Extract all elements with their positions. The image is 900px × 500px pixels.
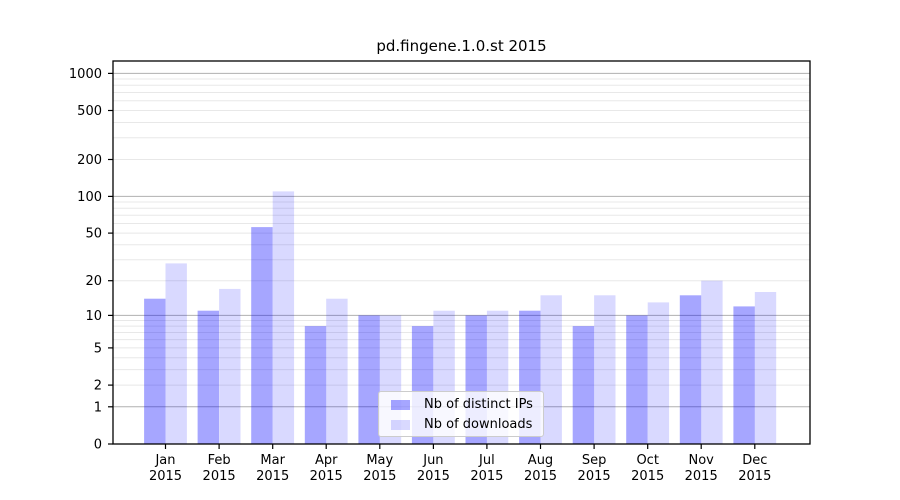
y-tick-label-1000: 1000 bbox=[69, 67, 102, 82]
bar-nb-of-distinct-ips-apr bbox=[304, 326, 327, 444]
axes-frame bbox=[112, 60, 811, 445]
bar-nb-of-distinct-ips-mar bbox=[251, 227, 273, 444]
y-tick-label-2: 2 bbox=[94, 379, 102, 394]
legend-item-downloads: Nb of downloads bbox=[391, 417, 537, 433]
x-tick-year-feb: 2015 bbox=[203, 469, 236, 484]
bar-nb-of-distinct-ips-oct bbox=[626, 315, 648, 444]
x-axis-ticks: Jan2015Feb2015Mar2015Apr2015May2015Jun20… bbox=[149, 444, 771, 484]
bar-nb-of-distinct-ips-jan bbox=[144, 298, 166, 444]
bar-nb-of-downloads-apr bbox=[326, 298, 348, 444]
x-tick-year-jan: 2015 bbox=[149, 469, 182, 484]
y-tick-label-500: 500 bbox=[77, 104, 102, 119]
bar-nb-of-downloads-feb bbox=[219, 288, 241, 444]
bar-nb-of-downloads-dec bbox=[754, 292, 777, 444]
legend-swatch-downloads bbox=[391, 420, 410, 430]
x-tick-label-oct: Oct bbox=[636, 453, 658, 468]
x-tick-year-dec: 2015 bbox=[738, 469, 771, 484]
y-tick-label-5: 5 bbox=[94, 341, 102, 356]
x-tick-year-jul: 2015 bbox=[470, 469, 503, 484]
x-tick-label-jul: Jul bbox=[478, 453, 495, 468]
bar-nb-of-downloads-sep bbox=[594, 295, 616, 444]
x-tick-year-may: 2015 bbox=[363, 469, 396, 484]
legend: Nb of distinct IPs Nb of downloads bbox=[378, 391, 544, 437]
y-tick-label-200: 200 bbox=[77, 153, 102, 168]
x-tick-label-mar: Mar bbox=[260, 453, 285, 468]
x-tick-year-sep: 2015 bbox=[578, 469, 611, 484]
bar-nb-of-distinct-ips-dec bbox=[733, 306, 755, 444]
x-tick-year-oct: 2015 bbox=[631, 469, 664, 484]
bar-nb-of-downloads-jan bbox=[165, 263, 187, 444]
bar-nb-of-downloads-mar bbox=[272, 191, 295, 444]
x-tick-label-nov: Nov bbox=[689, 453, 715, 468]
legend-label-downloads: Nb of downloads bbox=[424, 417, 533, 432]
x-tick-year-mar: 2015 bbox=[256, 469, 289, 484]
bar-nb-of-downloads-oct bbox=[647, 302, 670, 444]
y-tick-label-1: 1 bbox=[94, 400, 102, 415]
x-tick-label-may: May bbox=[366, 453, 393, 468]
y-tick-label-20: 20 bbox=[85, 274, 102, 289]
x-tick-label-jan: Jan bbox=[154, 453, 175, 468]
x-tick-year-apr: 2015 bbox=[310, 469, 343, 484]
x-tick-label-jun: Jun bbox=[422, 453, 443, 468]
bar-nb-of-downloads-nov bbox=[701, 280, 723, 444]
x-tick-year-aug: 2015 bbox=[524, 469, 557, 484]
x-tick-label-aug: Aug bbox=[528, 453, 553, 468]
chart-title: pd.fingene.1.0.st 2015 bbox=[376, 37, 547, 55]
y-tick-label-100: 100 bbox=[77, 190, 102, 205]
y-tick-label-10: 10 bbox=[85, 309, 102, 324]
legend-swatch-distinct-ips bbox=[391, 400, 410, 410]
bar-nb-of-distinct-ips-sep bbox=[572, 326, 595, 444]
x-tick-label-feb: Feb bbox=[208, 453, 231, 468]
x-tick-year-nov: 2015 bbox=[685, 469, 718, 484]
bar-nb-of-distinct-ips-feb bbox=[197, 310, 219, 444]
bar-nb-of-downloads-aug bbox=[540, 295, 562, 444]
y-axis-ticks: 0 1 2 5 10 20 50 100 200 500 1000 bbox=[69, 67, 113, 453]
x-tick-label-sep: Sep bbox=[582, 453, 607, 468]
legend-label-distinct-ips: Nb of distinct IPs bbox=[424, 397, 533, 412]
x-tick-label-dec: Dec bbox=[742, 453, 767, 468]
y-tick-label-50: 50 bbox=[85, 227, 102, 242]
legend-item-distinct-ips: Nb of distinct IPs bbox=[391, 397, 537, 413]
y-tick-label-0: 0 bbox=[94, 438, 102, 453]
bar-nb-of-distinct-ips-may bbox=[358, 315, 380, 444]
minor-gridlines bbox=[113, 78, 810, 386]
x-tick-year-jun: 2015 bbox=[417, 469, 450, 484]
bar-nb-of-distinct-ips-nov bbox=[679, 295, 702, 444]
x-tick-label-apr: Apr bbox=[315, 453, 338, 468]
